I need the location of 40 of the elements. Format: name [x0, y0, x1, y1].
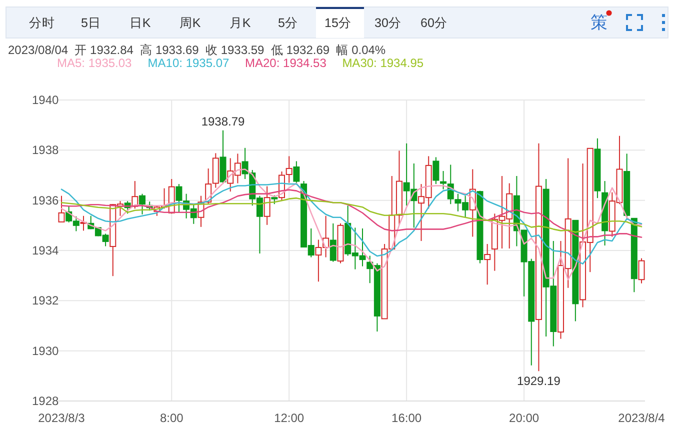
- candlestick: [432, 156, 440, 185]
- y-tick-label: 1934: [32, 244, 60, 258]
- text: MA30: 1934.95: [342, 56, 424, 70]
- x-tick-label: 2023/8/4: [618, 411, 666, 425]
- x-tick-label: 20:00: [509, 411, 540, 425]
- text: 月K: [229, 16, 252, 30]
- x-tick-label: 16:00: [392, 411, 422, 425]
- candlestick: [484, 243, 491, 286]
- text: 60分: [420, 16, 448, 30]
- line-series: [60, 197, 642, 233]
- y-tick-label: 1940: [32, 93, 60, 107]
- candlestick: [264, 186, 270, 226]
- candlestick: [138, 193, 146, 215]
- y-tick-label: 1928: [32, 394, 60, 408]
- text: MA10: 1935.07: [148, 56, 230, 70]
- text: MA5: 1935.03: [57, 56, 132, 70]
- y-tick-label: 1932: [32, 294, 60, 308]
- text: 5分: [278, 16, 298, 30]
- candlestick: [58, 195, 65, 222]
- text: MA20: 1934.53: [245, 56, 327, 70]
- candlestick: [330, 222, 336, 262]
- annotation: 1938.79: [201, 114, 246, 128]
- x-tick-label: 8:00: [160, 411, 184, 425]
- text: 30分: [374, 16, 402, 30]
- candlestick: [286, 156, 292, 184]
- text: 日K: [129, 16, 152, 30]
- y-tick-label: 1930: [32, 344, 60, 358]
- x-tick-label: 2023/8/3: [38, 411, 86, 425]
- text: 15分: [324, 16, 352, 30]
- text: 分时: [29, 16, 55, 30]
- text: 5日: [81, 16, 101, 30]
- x-tick-label: 12:00: [274, 411, 304, 425]
- candlestick: [293, 160, 300, 184]
- text: 策: [590, 13, 608, 33]
- candlestick: [638, 258, 645, 284]
- annotation: 1929.19: [517, 374, 561, 388]
- y-tick-label: 1936: [32, 193, 60, 208]
- text: 2023/08/04 开 1932.84 高 1933.69 收 1933.59 低 1932.69 幅 0.04%: [8, 43, 386, 57]
- text: 周K: [179, 16, 202, 30]
- y-tick-label: 1938: [32, 143, 60, 158]
